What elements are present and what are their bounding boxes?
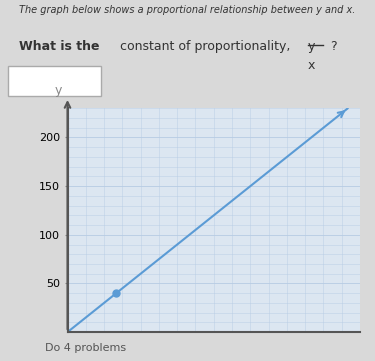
Text: y: y [55, 84, 62, 97]
Text: y: y [308, 40, 315, 53]
Text: x: x [308, 58, 315, 71]
Text: What is the: What is the [19, 40, 99, 53]
Text: constant of proportionality,: constant of proportionality, [120, 40, 290, 53]
Text: Do 4 problems: Do 4 problems [45, 343, 126, 353]
Text: ?: ? [330, 40, 337, 53]
Text: The graph below shows a proportional relationship between y and x.: The graph below shows a proportional rel… [20, 5, 355, 15]
